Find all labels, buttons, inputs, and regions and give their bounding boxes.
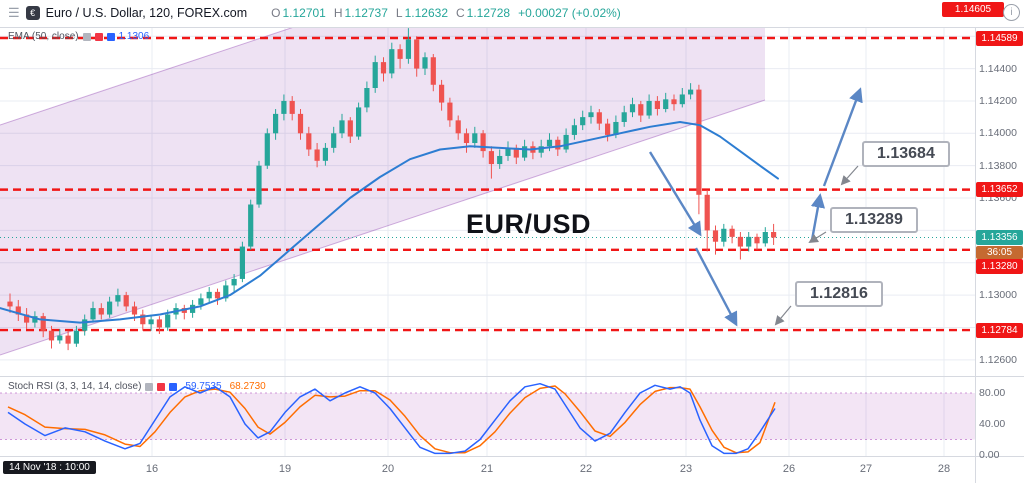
stoch-rsi-legend: Stoch RSI (3, 3, 14, 14, close) 59.7535 … (8, 381, 266, 392)
close-value: 1.12728 (466, 6, 511, 20)
watermark-symbol-text[interactable]: EUR/USD (466, 209, 592, 239)
pane-borders (0, 27, 1024, 483)
bar-countdown-label: 36:05 (976, 246, 1023, 259)
grid-layer (0, 28, 975, 456)
current-price-label: 1.13356 (976, 230, 1023, 245)
info-icon[interactable]: i (1003, 4, 1020, 21)
menu-icon[interactable]: ☰ (8, 5, 20, 20)
price-axis-label: 1.14000 (979, 127, 1017, 140)
stoch-d-value: 68.2730 (229, 381, 266, 392)
remove-icon[interactable] (94, 32, 103, 41)
price-level-label: 1.12784 (976, 322, 1023, 338)
stoch-axis-label: 0.00 (979, 449, 1000, 461)
stoch-k-value: 59.7535 (185, 381, 222, 392)
price-level-label: 1.13280 (976, 259, 1023, 274)
time-axis-label: 21 (480, 463, 494, 475)
close-label: C (456, 6, 465, 20)
price-level-label: 1.14589 (976, 30, 1023, 46)
price-target-callout-3[interactable]: 1.12816 (795, 281, 883, 307)
stoch-axis-label: 40.00 (979, 418, 1006, 430)
price-axis-label: 1.12600 (979, 353, 1017, 366)
price-axis-label: 1.14200 (979, 94, 1017, 107)
time-axis-label: 20 (381, 463, 395, 475)
time-axis-label: 28 (937, 463, 951, 475)
settings-icon[interactable] (169, 382, 178, 391)
price-level-label: 1.13652 (976, 182, 1023, 198)
change-value: +0.00027 (+0.02%) (518, 6, 621, 20)
open-label: O (271, 6, 281, 20)
trend-channel (0, 28, 766, 356)
symbol-title[interactable]: Euro / U.S. Dollar, 120, FOREX.com (45, 6, 248, 20)
symbol-logo-icon[interactable]: € (25, 6, 40, 20)
stoch-rsi-legend-label[interactable]: Stoch RSI (3, 3, 14, 14, close) (8, 381, 142, 392)
ema-line (0, 121, 779, 324)
price-target-callout-2[interactable]: 1.13289 (830, 207, 918, 233)
time-axis-start-label: 14 Nov '18 : 10:00 (3, 461, 96, 474)
low-value: 1.12632 (404, 6, 448, 20)
price-axis-label: 1.13000 (979, 289, 1017, 302)
ohlc-values: O 1.12701 H 1.12737 L 1.12632 C 1.12728 +0.0… (263, 6, 621, 20)
stoch-axis-label: 80.00 (979, 387, 1006, 399)
time-axis-label: 26 (782, 463, 796, 475)
settings-icon[interactable] (106, 32, 115, 41)
eye-icon[interactable] (82, 32, 91, 41)
price-axis-label: 1.14400 (979, 62, 1017, 75)
time-axis-label: 23 (679, 463, 693, 475)
time-axis-label: 19 (278, 463, 292, 475)
eye-icon[interactable] (145, 382, 154, 391)
price-target-callout-1[interactable]: 1.13684 (862, 141, 950, 167)
stoch-rsi-pane (0, 382, 975, 455)
time-axis-label: 16 (145, 463, 159, 475)
price-level-label: 1.14605 (942, 2, 1004, 17)
remove-icon[interactable] (157, 382, 166, 391)
time-axis-label: 22 (579, 463, 593, 475)
time-axis-label: 27 (859, 463, 873, 475)
chart-header: ☰ € Euro / U.S. Dollar, 120, FOREX.com O… (0, 0, 621, 26)
high-value: 1.12737 (344, 6, 388, 20)
price-axis-label: 1.13800 (979, 159, 1017, 172)
candles-layer (7, 28, 777, 351)
high-label: H (333, 6, 343, 20)
ema-legend-label[interactable]: EMA (50, close) (8, 31, 79, 42)
open-value: 1.12701 (282, 6, 326, 20)
ema-legend-value: 1.1306 (118, 31, 150, 42)
annotation-arrows (648, 87, 863, 327)
ema-legend: EMA (50, close) 1.1306 (8, 31, 149, 42)
low-label: L (395, 6, 403, 20)
